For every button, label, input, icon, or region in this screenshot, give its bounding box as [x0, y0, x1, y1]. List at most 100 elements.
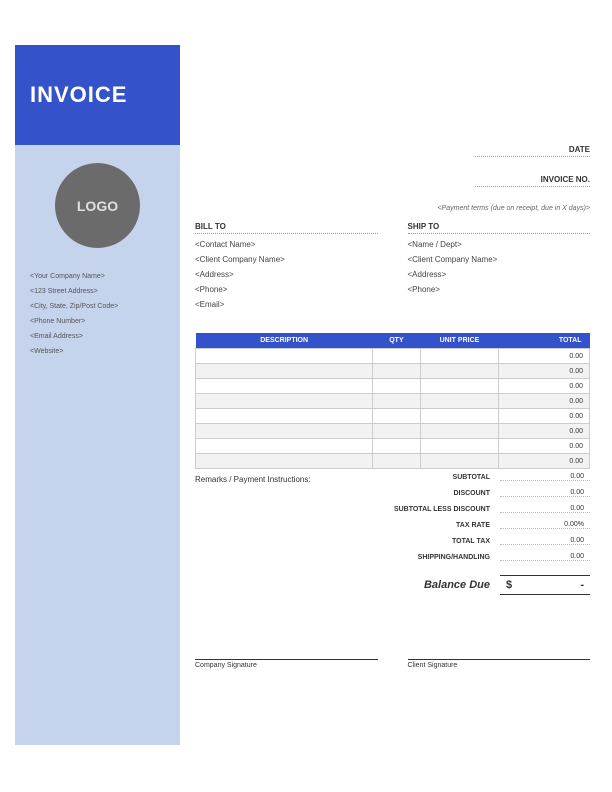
- ship-to-section: SHIP TO <Name / Dept> <Client Company Na…: [408, 222, 591, 315]
- discount-value: 0.00: [500, 489, 590, 497]
- tax-rate-label: TAX RATE: [350, 522, 500, 529]
- table-cell: 0.00: [499, 454, 590, 469]
- th-qty: QTY: [373, 333, 420, 349]
- table-cell: [373, 424, 420, 439]
- table-cell: [373, 439, 420, 454]
- table-cell: [373, 454, 420, 469]
- table-cell: [420, 394, 499, 409]
- table-row: 0.00: [196, 349, 590, 364]
- table-cell: [420, 439, 499, 454]
- table-cell: [420, 349, 499, 364]
- main-content: DATE INVOICE NO. <Payment terms (due on …: [195, 45, 590, 669]
- ship-to-name: <Name / Dept>: [408, 240, 591, 249]
- th-description: DESCRIPTION: [196, 333, 373, 349]
- table-row: 0.00: [196, 409, 590, 424]
- table-row: 0.00: [196, 439, 590, 454]
- subtotal-less-value: 0.00: [500, 505, 590, 513]
- balance-due-row: Balance Due $ -: [345, 571, 590, 599]
- table-cell: [196, 409, 373, 424]
- company-signature-label: Company Signature: [195, 659, 378, 669]
- table-cell: [196, 364, 373, 379]
- table-cell: [196, 349, 373, 364]
- company-city: <City, State, Zip/Post Code>: [30, 303, 165, 310]
- table-cell: [196, 424, 373, 439]
- client-signature-label: Client Signature: [408, 659, 591, 669]
- balance-amount: -: [580, 579, 584, 591]
- ship-to-phone: <Phone>: [408, 285, 591, 294]
- invoice-title: INVOICE: [30, 82, 127, 108]
- table-cell: 0.00: [499, 364, 590, 379]
- table-cell: 0.00: [499, 409, 590, 424]
- subtotal-value: 0.00: [500, 473, 590, 481]
- invoice-no-field: INVOICE NO.: [195, 175, 590, 187]
- balance-due-value: $ -: [500, 575, 590, 595]
- table-cell: [196, 439, 373, 454]
- sidebar: INVOICE LOGO <Your Company Name> <123 St…: [15, 45, 180, 745]
- table-cell: [373, 409, 420, 424]
- table-cell: [373, 364, 420, 379]
- table-cell: [196, 394, 373, 409]
- bill-to-address: <Address>: [195, 270, 378, 279]
- bill-to-company: <Client Company Name>: [195, 255, 378, 264]
- table-cell: [373, 379, 420, 394]
- bill-to-contact: <Contact Name>: [195, 240, 378, 249]
- table-row: 0.00: [196, 424, 590, 439]
- table-cell: [420, 454, 499, 469]
- table-cell: 0.00: [499, 349, 590, 364]
- table-row: 0.00: [196, 454, 590, 469]
- discount-label: DISCOUNT: [350, 490, 500, 497]
- invoice-meta: DATE INVOICE NO.: [195, 45, 590, 187]
- table-cell: 0.00: [499, 439, 590, 454]
- company-info: <Your Company Name> <123 Street Address>…: [15, 248, 180, 388]
- balance-due-label: Balance Due: [424, 579, 500, 591]
- th-total: TOTAL: [499, 333, 590, 349]
- total-tax-value: 0.00: [500, 537, 590, 545]
- total-tax-label: TOTAL TAX: [350, 538, 500, 545]
- subtotal-less-label: SUBTOTAL LESS DISCOUNT: [350, 506, 500, 513]
- totals-section: Remarks / Payment Instructions: SUBTOTAL…: [195, 469, 590, 599]
- company-name: <Your Company Name>: [30, 273, 165, 280]
- logo-text: LOGO: [77, 198, 118, 214]
- table-cell: [196, 379, 373, 394]
- shipping-value: 0.00: [500, 553, 590, 561]
- table-cell: 0.00: [499, 394, 590, 409]
- invoice-no-label: INVOICE NO.: [510, 175, 590, 186]
- signatures: Company Signature Client Signature: [195, 659, 590, 669]
- table-cell: [373, 349, 420, 364]
- table-cell: [420, 364, 499, 379]
- client-signature: Client Signature: [408, 659, 591, 669]
- invoice-header: INVOICE: [15, 45, 180, 145]
- company-phone: <Phone Number>: [30, 318, 165, 325]
- bill-to-section: BILL TO <Contact Name> <Client Company N…: [195, 222, 378, 315]
- table-cell: [420, 409, 499, 424]
- date-label: DATE: [510, 145, 590, 156]
- addresses: BILL TO <Contact Name> <Client Company N…: [195, 222, 590, 315]
- tax-rate-value: 0.00%: [500, 521, 590, 529]
- company-signature: Company Signature: [195, 659, 378, 669]
- remarks-label: Remarks / Payment Instructions:: [195, 475, 345, 484]
- table-row: 0.00: [196, 364, 590, 379]
- table-cell: [196, 454, 373, 469]
- company-website: <Website>: [30, 348, 165, 355]
- th-unit-price: UNIT PRICE: [420, 333, 499, 349]
- company-address: <123 Street Address>: [30, 288, 165, 295]
- ship-to-address: <Address>: [408, 270, 591, 279]
- items-table: DESCRIPTION QTY UNIT PRICE TOTAL 0.000.0…: [195, 333, 590, 469]
- subtotal-label: SUBTOTAL: [350, 474, 500, 481]
- table-row: 0.00: [196, 394, 590, 409]
- bill-to-phone: <Phone>: [195, 285, 378, 294]
- bill-to-title: BILL TO: [195, 222, 378, 234]
- bill-to-email: <Email>: [195, 300, 378, 309]
- logo-placeholder: LOGO: [55, 163, 140, 248]
- payment-terms: <Payment terms (due on receipt, due in X…: [195, 205, 590, 212]
- table-cell: [420, 424, 499, 439]
- shipping-label: SHIPPING/HANDLING: [350, 554, 500, 561]
- ship-to-company: <Client Company Name>: [408, 255, 591, 264]
- table-cell: [373, 394, 420, 409]
- table-row: 0.00: [196, 379, 590, 394]
- date-field: DATE: [195, 145, 590, 157]
- ship-to-title: SHIP TO: [408, 222, 591, 234]
- balance-currency: $: [506, 579, 512, 591]
- table-cell: 0.00: [499, 424, 590, 439]
- table-cell: [420, 379, 499, 394]
